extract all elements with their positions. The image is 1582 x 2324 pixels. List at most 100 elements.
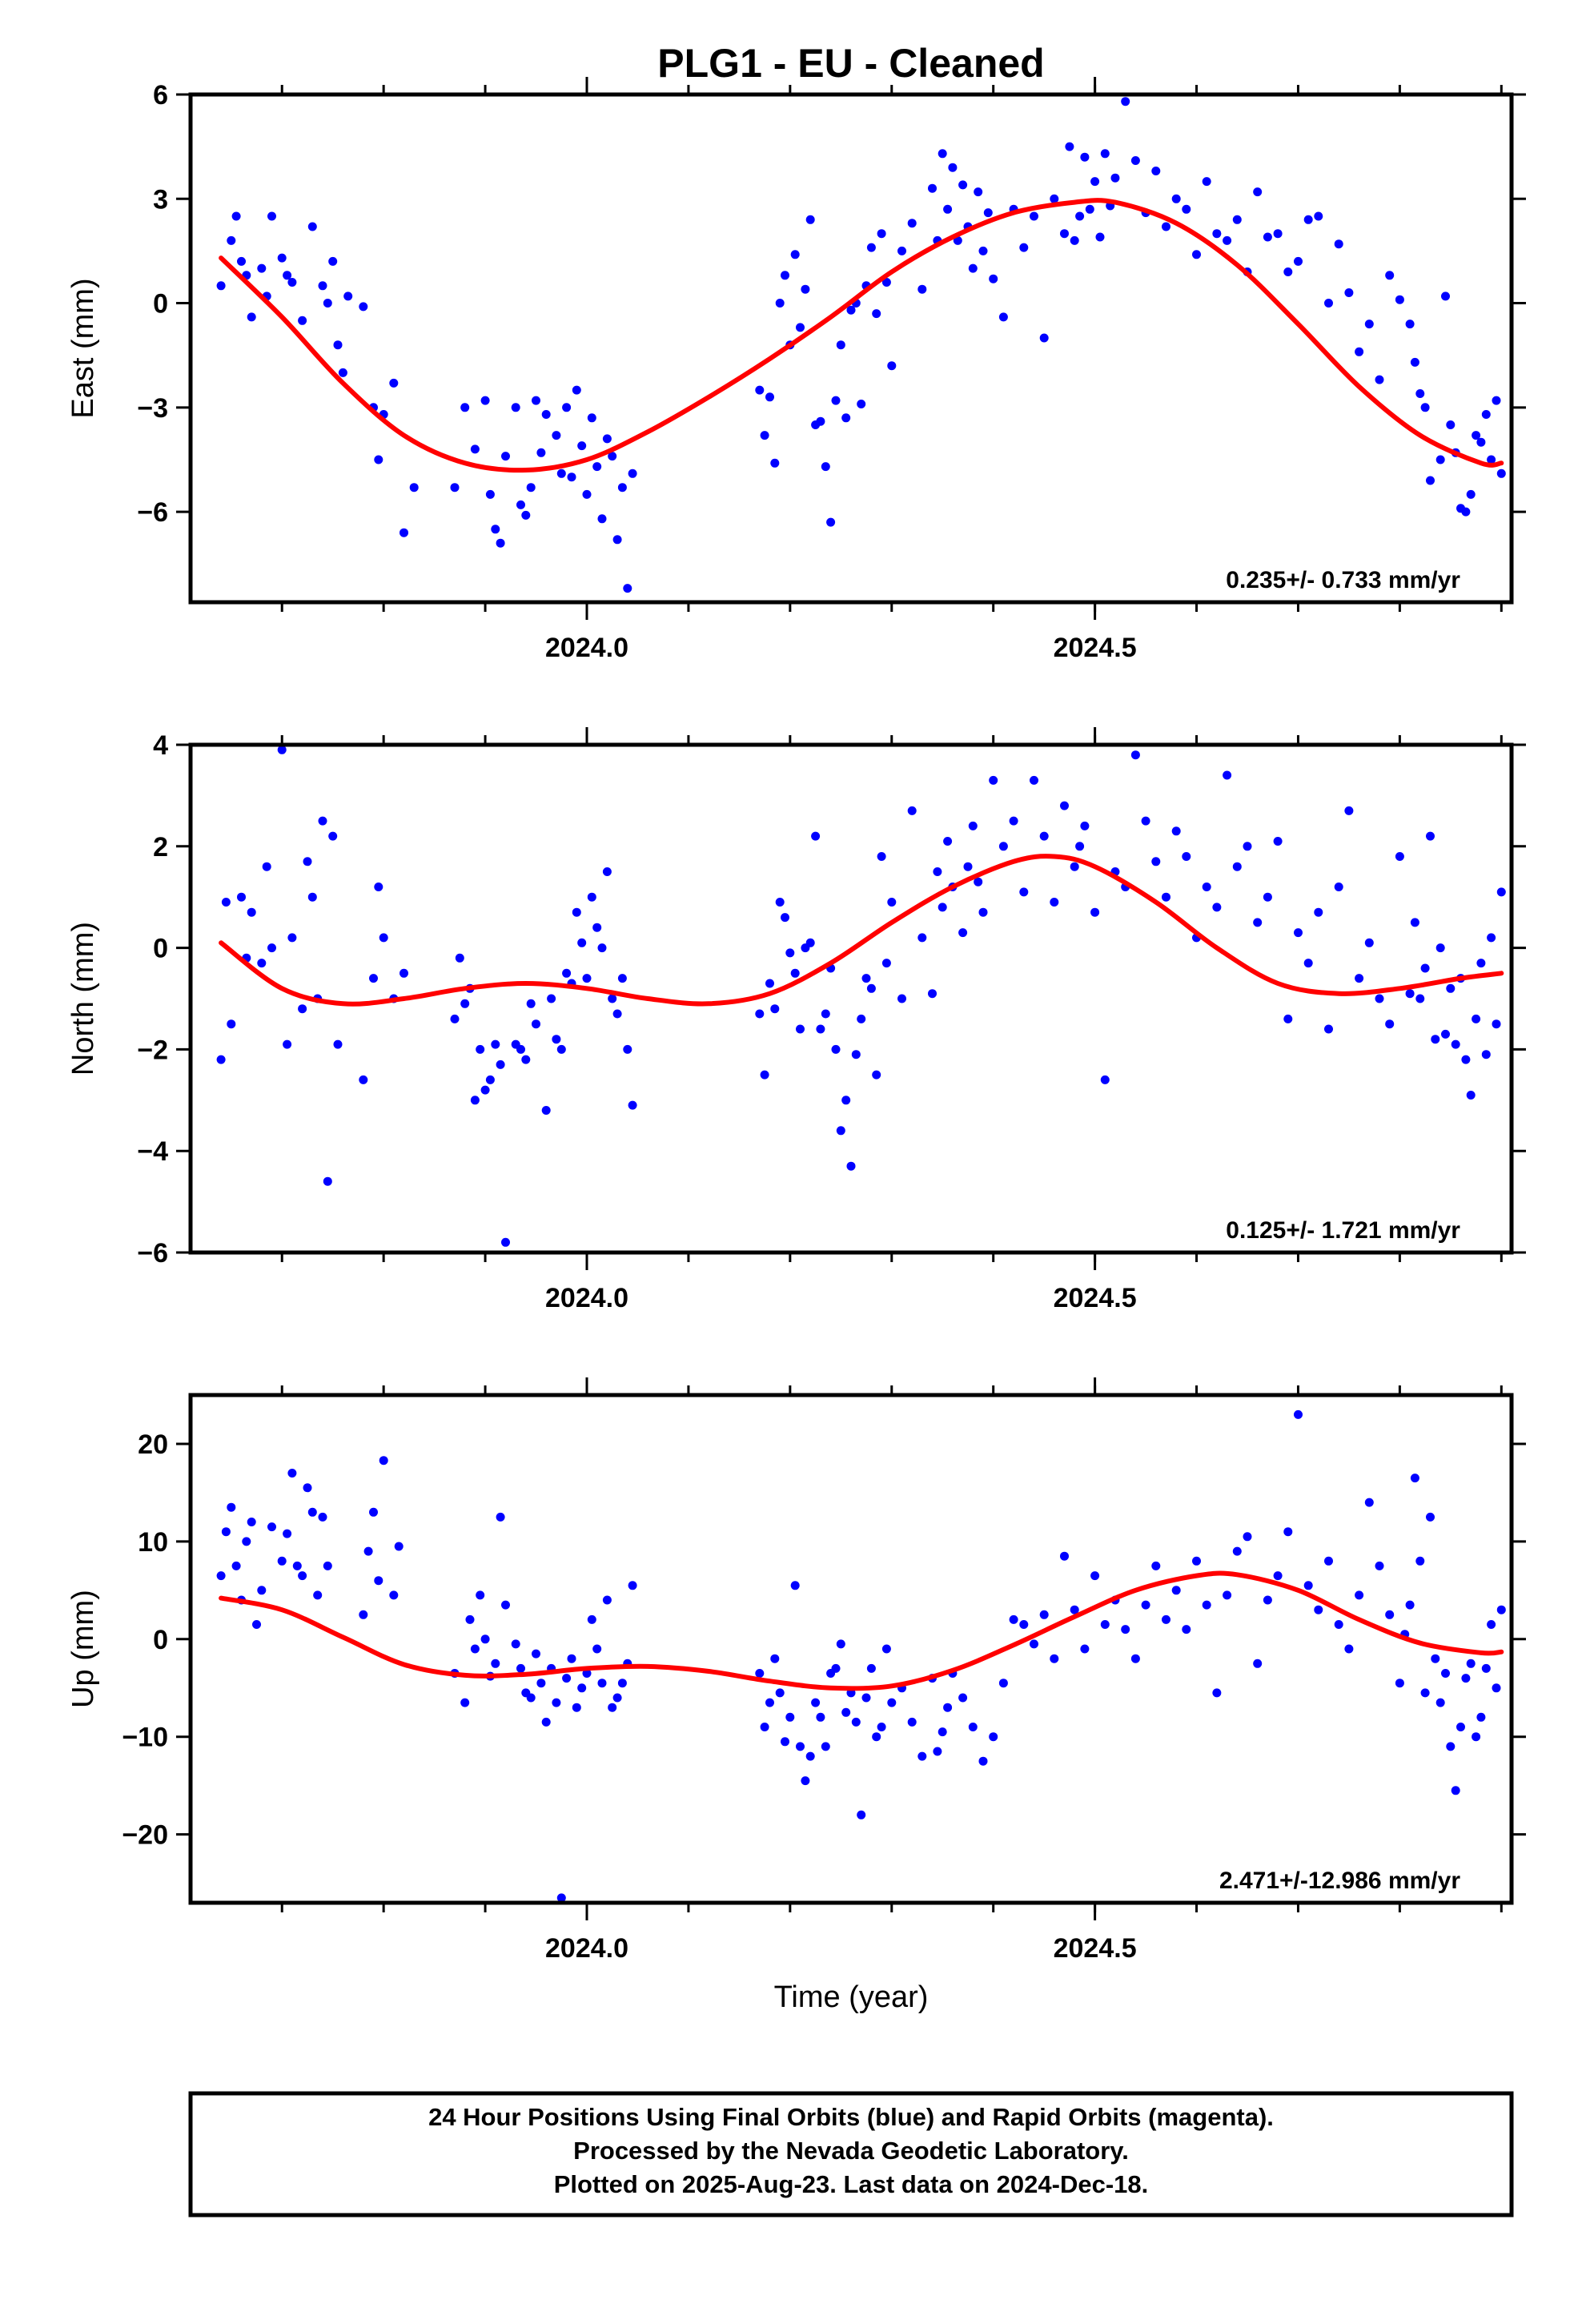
data-point — [287, 278, 297, 287]
data-point — [877, 1723, 886, 1731]
data-point — [562, 403, 572, 412]
data-point — [881, 278, 891, 287]
data-point — [480, 1085, 490, 1095]
data-point — [608, 994, 617, 1003]
data-point — [221, 1527, 231, 1537]
data-point — [821, 1009, 830, 1019]
data-point — [628, 1581, 637, 1590]
data-point — [602, 1595, 612, 1605]
data-point — [359, 302, 368, 312]
data-point — [1212, 903, 1222, 912]
data-point — [359, 1075, 368, 1084]
data-point — [612, 1009, 622, 1019]
data-point — [968, 263, 978, 273]
data-point — [1314, 907, 1323, 917]
data-point — [323, 299, 332, 308]
data-point — [328, 831, 338, 841]
data-point — [881, 1644, 891, 1654]
data-point — [805, 1751, 815, 1761]
panel-2: 2024.0 2024.5 4 2 0 −2 −4 −6 North (mm) 0.125+/- … — [66, 727, 1526, 1313]
data-point — [755, 1009, 765, 1019]
data-point — [541, 410, 551, 419]
data-point — [821, 462, 830, 472]
panel-3: 2024.0 2024.5 20 10 0 −10 −20 Up (mm) 2.471+/-12… — [66, 1377, 1526, 2014]
data-point — [897, 994, 906, 1003]
data-point — [526, 999, 536, 1008]
data-point — [1435, 1698, 1445, 1707]
data-point — [1446, 420, 1456, 429]
data-point — [216, 1055, 226, 1064]
data-point — [1420, 1688, 1430, 1698]
data-point — [1060, 801, 1069, 810]
data-point — [460, 1698, 470, 1707]
data-point — [765, 979, 774, 988]
data-point — [1141, 816, 1150, 826]
data-point — [592, 1644, 602, 1654]
data-point — [511, 403, 520, 412]
data-point — [1090, 907, 1100, 917]
data-point — [267, 211, 276, 221]
data-point — [313, 1590, 323, 1600]
x-tick-label: 2024.5 — [1054, 1933, 1137, 1964]
data-point — [881, 959, 891, 968]
data-point — [1375, 994, 1384, 1003]
data-point — [1303, 215, 1313, 224]
data-point — [933, 1747, 942, 1756]
y-tick-label: −2 — [137, 1035, 168, 1065]
data-point — [1385, 271, 1395, 280]
data-point — [1385, 1610, 1395, 1619]
data-point — [394, 1542, 404, 1551]
data-point — [831, 1044, 841, 1054]
data-point — [1009, 816, 1018, 826]
data-point — [1375, 1561, 1384, 1570]
x-tick-label: 2024.5 — [1054, 1283, 1137, 1313]
data-point — [1263, 892, 1272, 902]
data-point — [1019, 243, 1029, 252]
data-point — [887, 898, 897, 907]
y-tick-label: 0 — [153, 289, 168, 320]
data-point — [1410, 918, 1419, 927]
data-point — [1283, 267, 1293, 276]
y-tick-label: 0 — [153, 934, 168, 964]
data-point — [592, 462, 602, 472]
data-point — [978, 246, 988, 255]
footer-border — [188, 2091, 1514, 2217]
data-point — [1472, 1014, 1481, 1023]
data-point — [958, 928, 968, 938]
data-point — [1487, 933, 1496, 943]
data-point — [587, 413, 596, 423]
data-point — [1065, 142, 1074, 151]
data-point — [1487, 1620, 1496, 1629]
data-point — [1121, 97, 1130, 107]
data-point — [796, 1024, 805, 1034]
footer-line-3: Plotted on 2025-Aug-23. Last data on 202… — [554, 2170, 1149, 2198]
data-point — [1253, 187, 1263, 197]
data-point — [287, 1469, 297, 1478]
data-point — [582, 974, 592, 983]
y-tick-label: −6 — [137, 1238, 168, 1269]
data-point — [760, 1070, 769, 1080]
data-point — [796, 1742, 805, 1751]
data-point — [267, 1522, 276, 1532]
y-tick-label: 6 — [153, 80, 168, 111]
footer-box: 24 Hour Positions Using Final Orbits (bl… — [188, 2091, 1514, 2217]
data-point — [1476, 1712, 1486, 1722]
data-point — [846, 1161, 856, 1171]
data-point — [400, 528, 408, 537]
data-point — [1080, 821, 1090, 830]
data-point — [953, 235, 962, 245]
data-point — [1075, 842, 1085, 851]
data-point — [1130, 750, 1140, 760]
data-point — [262, 862, 271, 871]
data-point — [821, 1742, 830, 1751]
data-point — [816, 416, 825, 426]
data-point — [1030, 775, 1038, 785]
data-point — [516, 500, 525, 509]
x-axis-label: Time (year) — [774, 1980, 929, 2014]
data-point — [1019, 887, 1029, 897]
data-point — [1294, 928, 1303, 938]
data-point — [968, 1723, 978, 1731]
data-point — [811, 1698, 821, 1707]
data-point — [1030, 1639, 1038, 1649]
